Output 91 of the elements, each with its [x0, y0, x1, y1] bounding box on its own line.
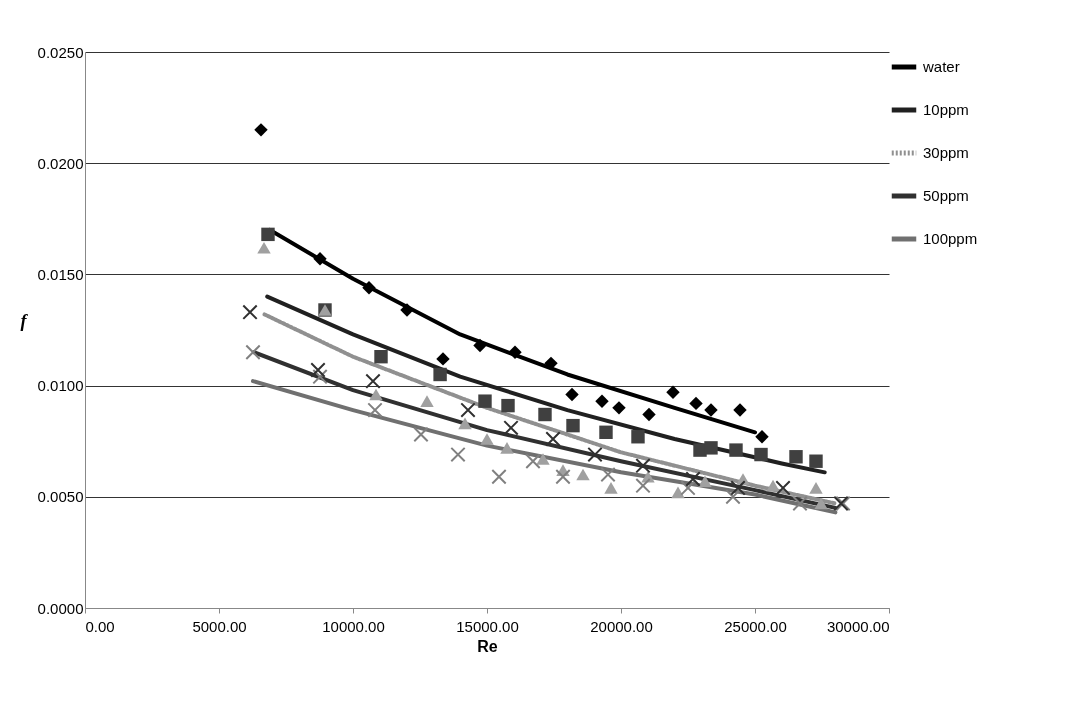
point: [473, 338, 487, 353]
x-tick-label: 5000.00: [192, 617, 247, 635]
line-series: [251, 379, 838, 515]
point: [436, 352, 450, 366]
point: [642, 407, 656, 422]
point: [792, 495, 808, 512]
point: [754, 447, 768, 462]
legend-label: 10ppm: [923, 101, 969, 118]
point: [254, 123, 268, 137]
point: [671, 486, 685, 499]
point: [587, 446, 603, 463]
x-axis-title: Re: [477, 637, 498, 655]
point: [362, 281, 376, 295]
x-tick-label: 0.00: [85, 617, 115, 635]
point: [631, 430, 645, 444]
point: [725, 489, 741, 505]
point: [413, 426, 429, 443]
point: [503, 420, 519, 436]
point: [374, 349, 388, 364]
point: [729, 443, 743, 457]
point: [600, 466, 616, 483]
point: [491, 469, 507, 485]
point: [450, 446, 466, 463]
y-tick-label: 0.0100: [37, 377, 84, 395]
point: [433, 367, 447, 382]
x-tick-label: 10000.00: [322, 617, 385, 635]
legend-label: 30ppm: [923, 144, 969, 161]
point: [704, 441, 718, 455]
point: [599, 425, 613, 440]
point: [730, 480, 746, 496]
point: [538, 407, 552, 422]
point: [313, 252, 327, 266]
point: [365, 373, 381, 389]
y-tick-label: 0.0000: [37, 599, 84, 617]
point: [257, 241, 271, 254]
point: [704, 403, 718, 417]
point: [245, 344, 261, 360]
legend-label: 100ppm: [923, 230, 978, 247]
point: [612, 401, 626, 415]
point: [733, 403, 747, 417]
point: [478, 394, 492, 408]
point: [635, 477, 651, 494]
x-tick-label: 25000.00: [724, 617, 787, 635]
point: [775, 480, 791, 496]
y-tick-label: 0.0250: [37, 43, 84, 61]
point: [508, 345, 522, 359]
point: [310, 362, 326, 378]
point: [501, 398, 515, 413]
point: [635, 457, 651, 474]
point: [242, 304, 258, 320]
point: [689, 396, 703, 411]
point: [312, 369, 328, 385]
point: [555, 469, 571, 485]
point: [595, 394, 609, 408]
point: [369, 388, 383, 401]
point: [500, 442, 514, 454]
point: [536, 453, 550, 465]
point: [565, 387, 579, 402]
point: [809, 454, 823, 468]
line-series: [262, 312, 838, 506]
point: [400, 303, 414, 317]
point: [576, 468, 590, 481]
point: [814, 497, 828, 510]
point: [458, 417, 472, 430]
point: [420, 395, 434, 407]
y-tick-label: 0.0050: [37, 488, 84, 506]
point: [604, 482, 618, 494]
point: [755, 430, 769, 444]
point: [460, 402, 476, 418]
point: [809, 482, 823, 494]
point: [566, 418, 580, 433]
point: [525, 453, 541, 469]
point: [261, 227, 275, 242]
legend-label: 50ppm: [923, 187, 969, 204]
point: [680, 480, 696, 496]
y-axis-title: f: [20, 310, 29, 331]
line-series: [265, 294, 827, 475]
x-tick-label: 30000.00: [826, 617, 890, 635]
x-tick-label: 15000.00: [456, 617, 519, 635]
point: [367, 402, 383, 418]
point: [766, 479, 780, 492]
y-tick-label: 0.0150: [37, 265, 84, 283]
y-tick-label: 0.0200: [37, 154, 84, 172]
point: [545, 431, 561, 447]
x-tick-label: 20000.00: [590, 617, 653, 635]
point: [685, 471, 701, 487]
point: [480, 433, 494, 445]
point: [698, 475, 712, 488]
legend-label: water: [922, 58, 960, 75]
point: [789, 450, 803, 464]
point: [666, 385, 680, 399]
